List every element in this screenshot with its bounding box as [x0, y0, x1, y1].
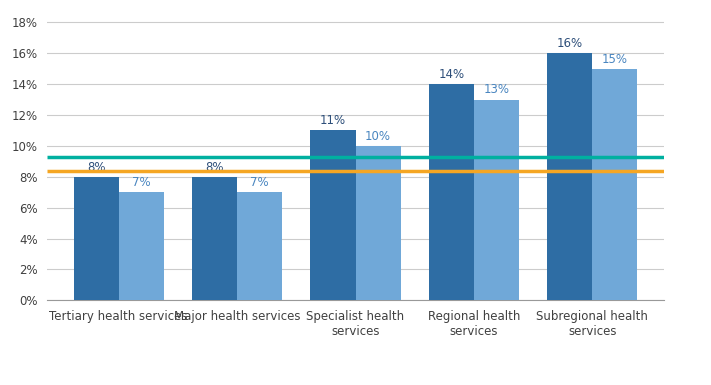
Legend: Jul–Dec 2016, Jul–Nov 2016, State average Jul–Dec 2016, State average Jul–Nov 20: Jul–Dec 2016, Jul–Nov 2016, State averag…: [39, 383, 672, 385]
Text: 16%: 16%: [557, 37, 583, 50]
Text: 15%: 15%: [602, 53, 628, 65]
Text: 13%: 13%: [483, 84, 510, 97]
Text: 7%: 7%: [250, 176, 269, 189]
Text: 11%: 11%: [320, 114, 346, 127]
Text: 8%: 8%: [87, 161, 105, 174]
Bar: [547, 53, 592, 300]
Bar: [592, 69, 638, 300]
Text: 7%: 7%: [132, 176, 151, 189]
Bar: [356, 146, 400, 300]
Bar: [119, 192, 164, 300]
Text: 8%: 8%: [205, 161, 224, 174]
Bar: [311, 131, 356, 300]
Bar: [192, 177, 237, 300]
Bar: [73, 177, 119, 300]
Bar: [237, 192, 282, 300]
Text: 14%: 14%: [439, 68, 464, 81]
Text: 10%: 10%: [365, 130, 391, 143]
Bar: [474, 100, 519, 300]
Bar: [429, 84, 474, 300]
